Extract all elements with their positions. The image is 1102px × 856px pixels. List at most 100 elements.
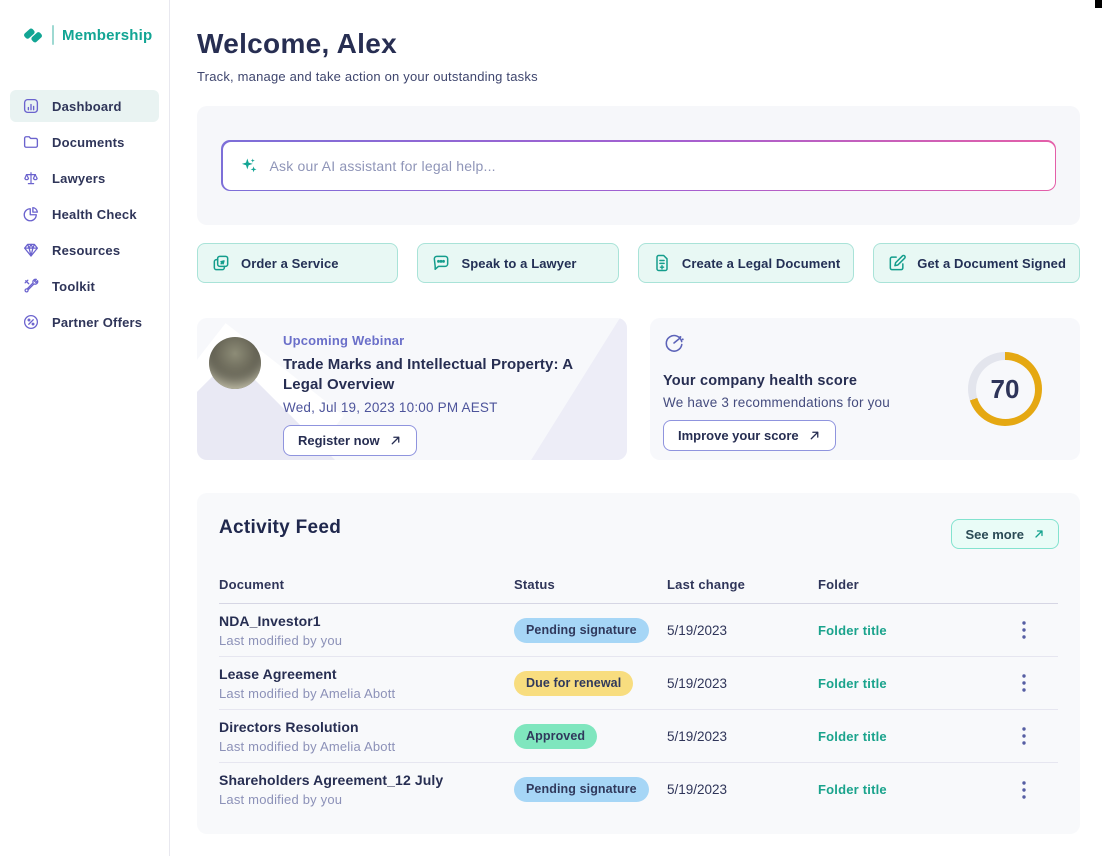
folder-link[interactable]: Folder title: [818, 675, 887, 691]
webinar-title: Trade Marks and Intellectual Property: A…: [283, 356, 573, 394]
sidebar-item-lawyers[interactable]: Lawyers: [10, 162, 159, 194]
kebab-icon: [1022, 780, 1026, 799]
corner-artifact: [1095, 0, 1102, 8]
chat-icon: [431, 253, 451, 273]
column-header-folder: Folder: [818, 577, 859, 592]
document-modified: Last modified by Amelia Abott: [219, 738, 396, 754]
quick-action-label: Speak to a Lawyer: [461, 255, 577, 271]
order-service-button[interactable]: Order a Service: [197, 243, 399, 283]
page-title: Welcome, Alex: [197, 28, 397, 59]
status-badge: Pending signature: [514, 617, 649, 643]
column-header-status: Status: [514, 577, 555, 592]
table-row[interactable]: NDA_Investor1 Last modified by you Pendi…: [219, 604, 1058, 657]
scales-icon: [22, 169, 40, 187]
sidebar-item-dashboard[interactable]: Dashboard: [10, 90, 159, 122]
row-menu-button[interactable]: [1018, 723, 1030, 749]
sidebar-item-label: Partner Offers: [52, 314, 143, 330]
table-row[interactable]: Directors Resolution Last modified by Am…: [219, 710, 1058, 763]
sidebar-item-documents[interactable]: Documents: [10, 126, 159, 158]
cards-row: Upcoming Webinar Trade Marks and Intelle…: [197, 318, 1080, 460]
document-modified: Last modified by you: [219, 792, 343, 807]
ai-assistant-card: Ask our AI assistant for legal help...: [197, 106, 1080, 225]
quick-actions-row: Order a Service Speak to a Lawyer Create…: [197, 243, 1080, 283]
kebab-icon: [1022, 674, 1026, 692]
sidebar-item-label: Lawyers: [52, 170, 106, 186]
row-menu-button[interactable]: [1018, 777, 1030, 803]
sidebar-item-partner-offers[interactable]: Partner Offers: [10, 306, 159, 338]
see-more-label: See more: [965, 526, 1024, 542]
arrow-up-right-icon: [810, 431, 819, 440]
document-name: Shareholders Agreement_12 July: [219, 772, 444, 788]
gauge-icon: [665, 334, 684, 352]
sidebar: Membership Dashboard Documents Lawyers: [0, 0, 170, 856]
document-cell: Shareholders Agreement_12 July Last modi…: [219, 772, 514, 807]
create-legal-document-button[interactable]: Create a Legal Document: [637, 243, 855, 283]
last-change-cell: 5/19/2023: [667, 782, 728, 797]
document-name: Directors Resolution: [219, 718, 359, 735]
kebab-icon: [1022, 621, 1026, 639]
document-cell: Lease Agreement Last modified by Amelia …: [219, 666, 514, 701]
arrow-up-right-icon: [1035, 530, 1043, 538]
last-change-cell: 5/19/2023: [667, 728, 728, 744]
brand-name: Membership: [62, 26, 153, 44]
document-name: NDA_Investor1: [219, 612, 321, 629]
document-cell: NDA_Investor1 Last modified by you: [219, 613, 514, 648]
page-subtitle: Track, manage and take action on your ou…: [197, 69, 538, 84]
table-row[interactable]: Shareholders Agreement_12 July Last modi…: [219, 763, 1058, 816]
ai-assistant-input[interactable]: Ask our AI assistant for legal help...: [221, 140, 1056, 191]
webinar-datetime: Wed, Jul 19, 2023 10:00 PM AEST: [283, 399, 498, 415]
percent-circle-icon: [22, 313, 40, 331]
improve-score-label: Improve your score: [678, 428, 799, 443]
document-cell: Directors Resolution Last modified by Am…: [219, 719, 514, 754]
get-document-signed-button[interactable]: Get a Document Signed: [873, 243, 1080, 283]
sidebar-item-label: Documents: [52, 134, 125, 150]
register-now-button[interactable]: Register now: [283, 424, 417, 456]
folder-icon: [22, 133, 40, 151]
speak-to-lawyer-button[interactable]: Speak to a Lawyer: [417, 243, 619, 283]
sidebar-item-label: Resources: [52, 242, 121, 258]
column-header-last-change: Last change: [667, 577, 746, 592]
brand-logo-icon: [24, 28, 42, 43]
register-now-label: Register now: [298, 432, 380, 448]
row-menu-button[interactable]: [1018, 617, 1030, 643]
health-score-subtitle: We have 3 recommendations for you: [663, 395, 890, 410]
kebab-icon: [1022, 727, 1026, 745]
quick-action-label: Create a Legal Document: [681, 255, 841, 271]
document-modified: Last modified by Amelia Abott: [219, 685, 396, 701]
sidebar-nav: Dashboard Documents Lawyers Health Check: [0, 90, 169, 338]
document-name: Lease Agreement: [219, 665, 337, 682]
status-badge: Pending signature: [514, 777, 649, 802]
sidebar-item-label: Health Check: [52, 206, 137, 222]
sidebar-item-health-check[interactable]: Health Check: [10, 198, 159, 230]
arrow-up-right-icon: [391, 436, 400, 444]
webinar-label: Upcoming Webinar: [283, 333, 405, 348]
folder-link[interactable]: Folder title: [818, 728, 887, 744]
improve-score-button[interactable]: Improve your score: [663, 420, 836, 451]
health-score-value: 70: [975, 359, 1035, 419]
table-row[interactable]: Lease Agreement Last modified by Amelia …: [219, 657, 1058, 710]
activity-feed-card: Activity Feed See more Document Status L…: [197, 493, 1080, 834]
health-score-card: Your company health score We have 3 reco…: [650, 318, 1080, 460]
sparkle-icon: [241, 158, 256, 172]
health-score-ring: 70: [968, 352, 1042, 426]
order-service-icon: [211, 253, 231, 273]
activity-feed-title: Activity Feed: [219, 517, 342, 538]
see-more-button[interactable]: See more: [951, 519, 1059, 549]
sidebar-item-label: Toolkit: [52, 278, 96, 294]
sidebar-item-resources[interactable]: Resources: [10, 234, 159, 266]
gem-icon: [22, 241, 40, 259]
table-header: Document Status Last change Folder: [219, 577, 1058, 604]
pie-chart-icon: [22, 205, 40, 223]
folder-link[interactable]: Folder title: [818, 622, 887, 638]
folder-link[interactable]: Folder title: [818, 782, 887, 797]
logo-divider: [52, 25, 54, 45]
sidebar-item-label: Dashboard: [52, 98, 122, 114]
brand-logo[interactable]: Membership: [0, 0, 169, 46]
document-modified: Last modified by you: [219, 632, 343, 648]
quick-action-label: Order a Service: [241, 255, 339, 271]
webinar-card: Upcoming Webinar Trade Marks and Intelle…: [197, 318, 627, 460]
sidebar-item-toolkit[interactable]: Toolkit: [10, 270, 159, 302]
row-menu-button[interactable]: [1018, 670, 1030, 696]
health-info: Your company health score We have 3 reco…: [663, 332, 890, 451]
